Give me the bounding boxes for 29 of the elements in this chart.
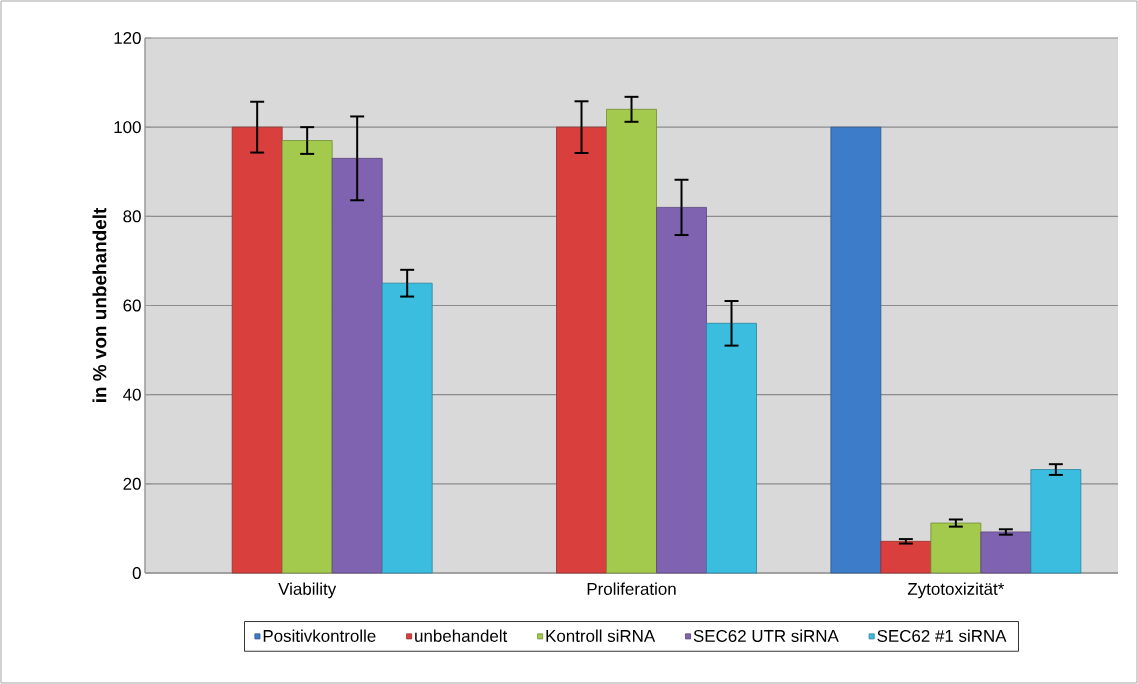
legend-label: unbehandelt bbox=[415, 629, 508, 642]
bar bbox=[930, 522, 982, 574]
y-tick-label: 60 bbox=[123, 299, 141, 312]
bar bbox=[606, 108, 657, 574]
bar bbox=[880, 540, 932, 574]
bar bbox=[556, 126, 607, 574]
y-axis-title: in % von unbehandelt bbox=[92, 207, 107, 402]
y-tick-label: 120 bbox=[114, 31, 141, 44]
legend-label: Positivkontrolle bbox=[263, 629, 376, 642]
y-tick-label: 100 bbox=[114, 121, 141, 134]
y-tick-label: 20 bbox=[123, 477, 141, 490]
bar bbox=[231, 126, 283, 574]
y-tick-label: 40 bbox=[123, 388, 141, 401]
bar bbox=[656, 207, 707, 574]
x-tick-label: Zytotoxizität* bbox=[907, 582, 1005, 599]
legend-label: SEC62 UTR siRNA bbox=[693, 629, 839, 642]
y-tick-label: 80 bbox=[123, 210, 141, 223]
bar bbox=[381, 282, 433, 574]
bar bbox=[830, 126, 882, 574]
x-tick-label: Viability bbox=[278, 582, 337, 599]
bar bbox=[980, 531, 1032, 574]
bar bbox=[1030, 469, 1082, 574]
legend-label: Kontroll siRNA bbox=[546, 629, 656, 642]
legend-label: SEC62 #1 siRNA bbox=[877, 629, 1007, 642]
bar bbox=[281, 140, 333, 574]
bar bbox=[706, 322, 757, 574]
y-tick-label: 0 bbox=[132, 566, 141, 579]
bar bbox=[331, 157, 383, 574]
x-tick-label: Proliferation bbox=[587, 582, 676, 595]
